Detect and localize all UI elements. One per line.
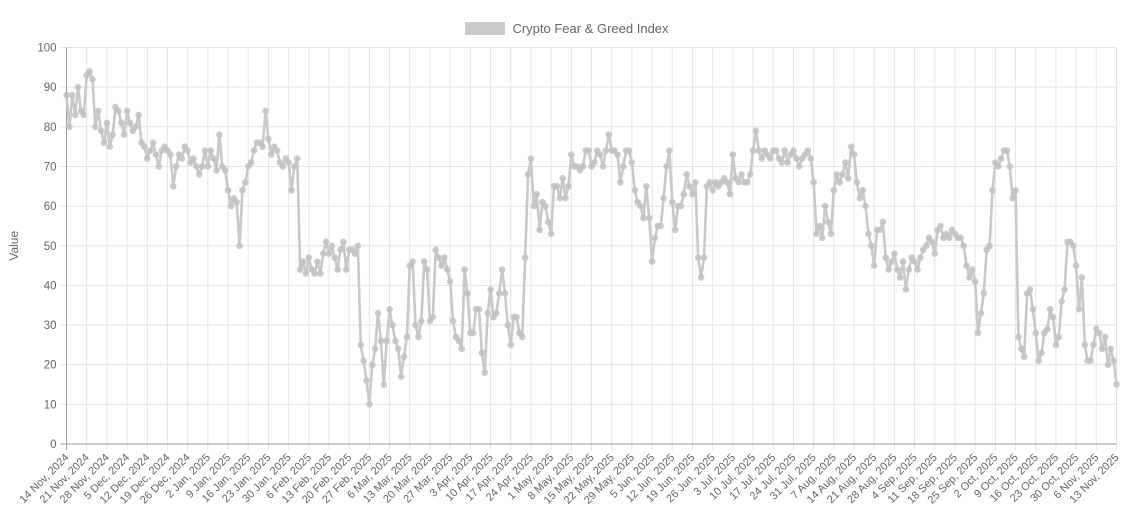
series-markers [63,67,1120,408]
svg-text:50: 50 [44,241,57,253]
svg-text:0: 0 [50,439,56,451]
legend-swatch-icon [465,22,506,35]
svg-text:100: 100 [37,43,56,55]
y-axis-tick-labels: 0 10 20 30 40 50 60 70 80 90 100 [37,43,56,452]
svg-text:90: 90 [44,82,57,94]
chart-legend: Crypto Fear & Greed Index [0,22,1134,35]
svg-text:10: 10 [44,399,57,411]
svg-text:30: 30 [44,320,57,332]
svg-text:20: 20 [44,360,57,372]
legend-label: Crypto Fear & Greed Index [512,21,669,36]
y-axis-title: Value [7,231,21,261]
svg-text:70: 70 [44,161,57,173]
svg-text:60: 60 [44,201,57,213]
svg-text:80: 80 [44,122,57,134]
svg-text:40: 40 [44,280,57,292]
grid-lines [60,47,1117,450]
legend-item-fear-greed[interactable]: Crypto Fear & Greed Index [465,21,669,36]
axes [60,47,1117,450]
